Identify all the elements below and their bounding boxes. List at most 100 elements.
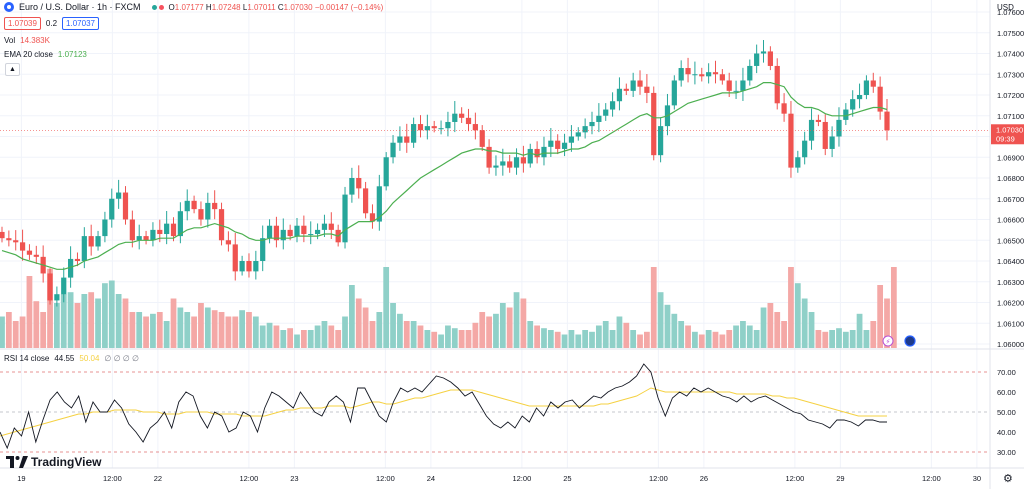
price-tick-label: 1.07200 bbox=[997, 91, 1024, 100]
price-tick-label: 1.06800 bbox=[997, 174, 1024, 183]
candle-body bbox=[637, 80, 643, 87]
volume-bar bbox=[438, 334, 444, 348]
candle-body bbox=[136, 236, 142, 241]
volume-bar bbox=[102, 283, 108, 348]
time-tick-label: 12:00 bbox=[649, 474, 668, 483]
currency-label[interactable]: USD bbox=[997, 3, 1014, 12]
volume-bar bbox=[19, 316, 26, 348]
volume-bar bbox=[678, 321, 685, 348]
price-axis[interactable]: 1.07600 1.07500 1.07400 1.07300 1.07200 1.071… bbox=[997, 8, 1024, 457]
volume-bar bbox=[390, 303, 396, 348]
time-tick-label: 22 bbox=[154, 474, 162, 483]
ema-legend[interactable]: EMA 20 close 1.07123 bbox=[4, 50, 87, 59]
candle-body bbox=[301, 225, 307, 235]
tradingview-logo[interactable]: TradingView bbox=[6, 455, 101, 469]
volume-bar bbox=[582, 330, 589, 348]
volume-value: 14.383K bbox=[20, 36, 50, 45]
high-value: 1.07248 bbox=[211, 2, 241, 12]
candle-body bbox=[198, 209, 204, 220]
volume-bar bbox=[650, 267, 657, 348]
volume-bar bbox=[657, 292, 664, 348]
candle-body bbox=[568, 136, 575, 143]
candle-body bbox=[342, 194, 348, 243]
candle-body bbox=[88, 236, 94, 247]
volume-bar bbox=[527, 321, 534, 348]
candle-body bbox=[143, 236, 149, 241]
candle-body bbox=[575, 132, 581, 137]
rsi-pane bbox=[0, 363, 990, 453]
candle-body bbox=[609, 101, 616, 110]
volume-bar bbox=[630, 330, 637, 348]
chart-title[interactable]: Euro / U.S. Dollar · 1h · FXCM bbox=[19, 2, 141, 12]
volume-bar bbox=[328, 325, 335, 348]
volume-bar bbox=[870, 321, 877, 348]
time-tick-label: 30 bbox=[973, 474, 981, 483]
candle-body bbox=[726, 80, 732, 91]
price-tick-label: 1.07500 bbox=[997, 29, 1024, 38]
time-tick-label: 12:00 bbox=[512, 474, 531, 483]
symbol-legend[interactable]: Euro / U.S. Dollar · 1h · FXCM O1.07177 … bbox=[4, 2, 383, 12]
rsi-tick-label: 40.00 bbox=[997, 428, 1016, 437]
candle-body bbox=[273, 225, 280, 241]
volume-bar bbox=[863, 330, 870, 348]
volume-bar bbox=[95, 298, 101, 348]
volume-bar bbox=[644, 331, 650, 348]
volume-bar bbox=[54, 303, 60, 348]
buy-button[interactable]: 1.07037 bbox=[62, 17, 99, 30]
time-axis[interactable]: 19 12:00 22 12:00 23 12:00 24 12:00 25 12:00 26 12:… bbox=[17, 474, 981, 483]
candle-body bbox=[603, 109, 609, 116]
volume-bar bbox=[383, 267, 390, 348]
candle-body bbox=[754, 53, 760, 66]
candle-body bbox=[623, 88, 629, 91]
volume-bar bbox=[26, 276, 33, 348]
candle-body bbox=[541, 146, 547, 158]
time-tick-label: 26 bbox=[700, 474, 708, 483]
volume-label: Vol bbox=[4, 36, 16, 45]
candle-body bbox=[314, 229, 321, 235]
price-tick-label: 1.07400 bbox=[997, 50, 1024, 59]
volume-bar bbox=[698, 334, 705, 348]
candle-body bbox=[685, 68, 691, 75]
volume-bar bbox=[294, 334, 300, 348]
volume-bar bbox=[163, 321, 170, 348]
event-markers[interactable]: ⚡ bbox=[882, 335, 916, 347]
rsi-legend[interactable]: RSI 14 close 44.55 50.04 ∅ ∅ ∅ ∅ bbox=[4, 354, 139, 363]
sell-button[interactable]: 1.07039 bbox=[4, 17, 41, 30]
candle-body bbox=[33, 254, 39, 257]
price-tick-label: 1.06100 bbox=[997, 319, 1024, 328]
candle-body bbox=[390, 142, 396, 158]
low-value: 1.07011 bbox=[247, 2, 276, 12]
trade-buttons: 1.07039 0.2 1.07037 bbox=[4, 17, 99, 30]
time-tick-label: 29 bbox=[836, 474, 844, 483]
candle-body bbox=[486, 146, 492, 168]
candle-body bbox=[321, 223, 328, 230]
candle-body bbox=[644, 86, 650, 93]
volume-bar bbox=[794, 283, 801, 348]
candle-body bbox=[795, 157, 801, 168]
volume-bar bbox=[259, 325, 266, 348]
volume-bar bbox=[712, 331, 719, 348]
volume-bar bbox=[829, 330, 835, 348]
volume-bar bbox=[836, 328, 842, 348]
candle-body bbox=[788, 113, 794, 168]
candle-body bbox=[520, 157, 527, 164]
candle-body bbox=[0, 231, 5, 239]
price-tick-label: 1.06000 bbox=[997, 340, 1024, 349]
candle-body bbox=[507, 161, 513, 168]
candle-body bbox=[170, 223, 177, 237]
volume-legend[interactable]: Vol 14.383K bbox=[4, 36, 50, 45]
candle-body bbox=[671, 80, 677, 106]
candle-body bbox=[294, 225, 300, 237]
candle-body bbox=[164, 223, 170, 235]
settings-gear-icon[interactable]: ⚙ bbox=[1003, 473, 1013, 485]
volume-bar bbox=[767, 303, 774, 348]
volume-bar bbox=[239, 310, 245, 348]
collapse-legend-button[interactable]: ▲ bbox=[5, 63, 20, 76]
price-tick-label: 1.07100 bbox=[997, 112, 1024, 121]
volume-bar bbox=[335, 330, 342, 348]
volume-bar bbox=[369, 321, 376, 348]
volume-bar bbox=[849, 330, 856, 348]
candle-body bbox=[877, 86, 883, 112]
